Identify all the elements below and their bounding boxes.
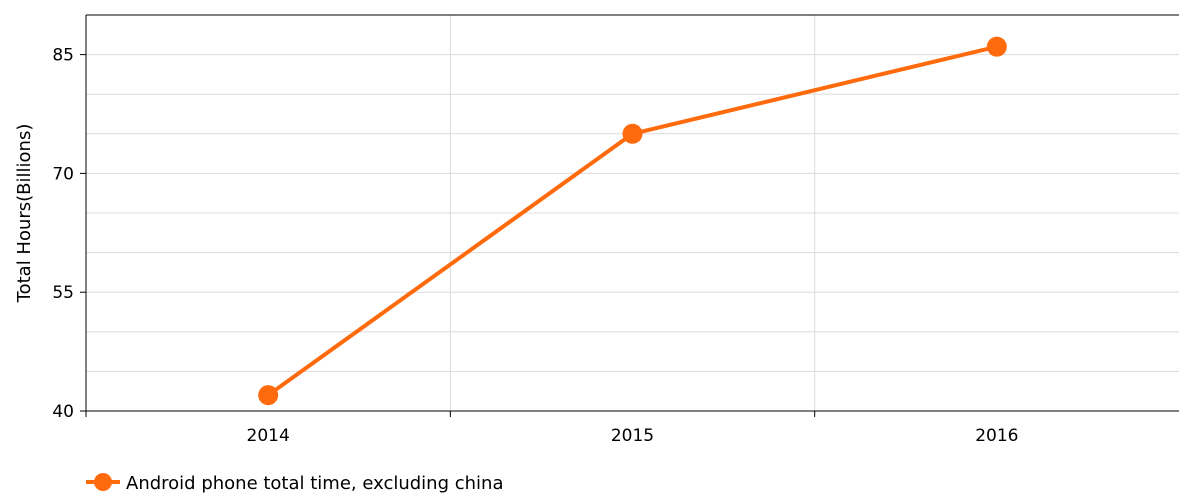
axis-layer: [80, 14, 1179, 417]
data-point: [258, 385, 279, 406]
label-layer: Total Hours(Billions) 40 55 70 85 2014 2015 20…: [14, 46, 1018, 446]
legend-series-marker: [94, 473, 112, 491]
series-layer: [258, 36, 1007, 406]
x-tick-label: 2016: [975, 426, 1018, 446]
series-line: [266, 44, 999, 398]
y-tick-label: 55: [52, 283, 74, 303]
data-point: [622, 123, 643, 144]
legend[interactable]: Android phone total time, excluding chin…: [86, 473, 503, 494]
y-axis-title: Total Hours(Billions): [14, 124, 35, 304]
y-tick-label: 70: [52, 164, 74, 184]
x-tick-label: 2015: [611, 426, 654, 446]
grid-layer: [86, 14, 1179, 411]
data-point: [986, 36, 1007, 57]
x-tick-label: 2014: [247, 426, 290, 446]
y-tick-label: 85: [52, 46, 74, 66]
legend-series-label: Android phone total time, excluding chin…: [126, 473, 503, 493]
y-tick-label: 40: [52, 402, 74, 422]
